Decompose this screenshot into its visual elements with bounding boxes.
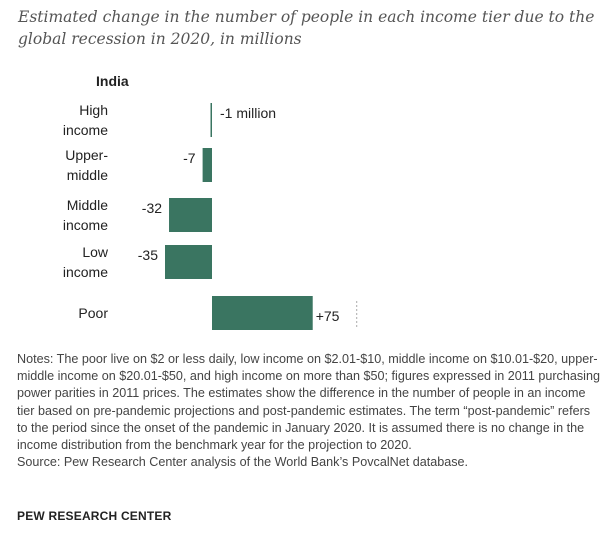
chart-title: Estimated change in the number of people… xyxy=(18,8,595,48)
notes-text: Notes: The poor live on $2 or less daily… xyxy=(17,352,600,453)
source-text: Source: Pew Research Center analysis of … xyxy=(17,455,469,470)
category-label-4: Poor xyxy=(78,305,108,321)
bar-1 xyxy=(202,148,212,182)
bar-chart: High income -1 million Upper-middle -7 Middle… xyxy=(63,102,358,330)
value-label-1: -7 xyxy=(183,150,196,166)
category-label-2: Middle income xyxy=(63,197,108,233)
value-label-4: +75 xyxy=(316,308,340,324)
bar-4 xyxy=(212,296,313,330)
value-label-0: -1 million xyxy=(220,105,276,121)
bar-3 xyxy=(165,245,212,279)
bar-0 xyxy=(210,103,212,137)
category-label-0: High income xyxy=(63,102,108,138)
value-label-2: -32 xyxy=(142,200,162,216)
category-label-1: Upper-middle xyxy=(65,147,108,183)
category-label-3: Low income xyxy=(63,244,109,280)
value-label-3: -35 xyxy=(138,247,158,263)
panel-title: India xyxy=(96,73,129,89)
bar-2 xyxy=(169,198,212,232)
brand-logo-text: PEW RESEARCH CENTER xyxy=(17,509,172,523)
notes-block: Notes: The poor live on $2 or less daily… xyxy=(17,351,602,471)
